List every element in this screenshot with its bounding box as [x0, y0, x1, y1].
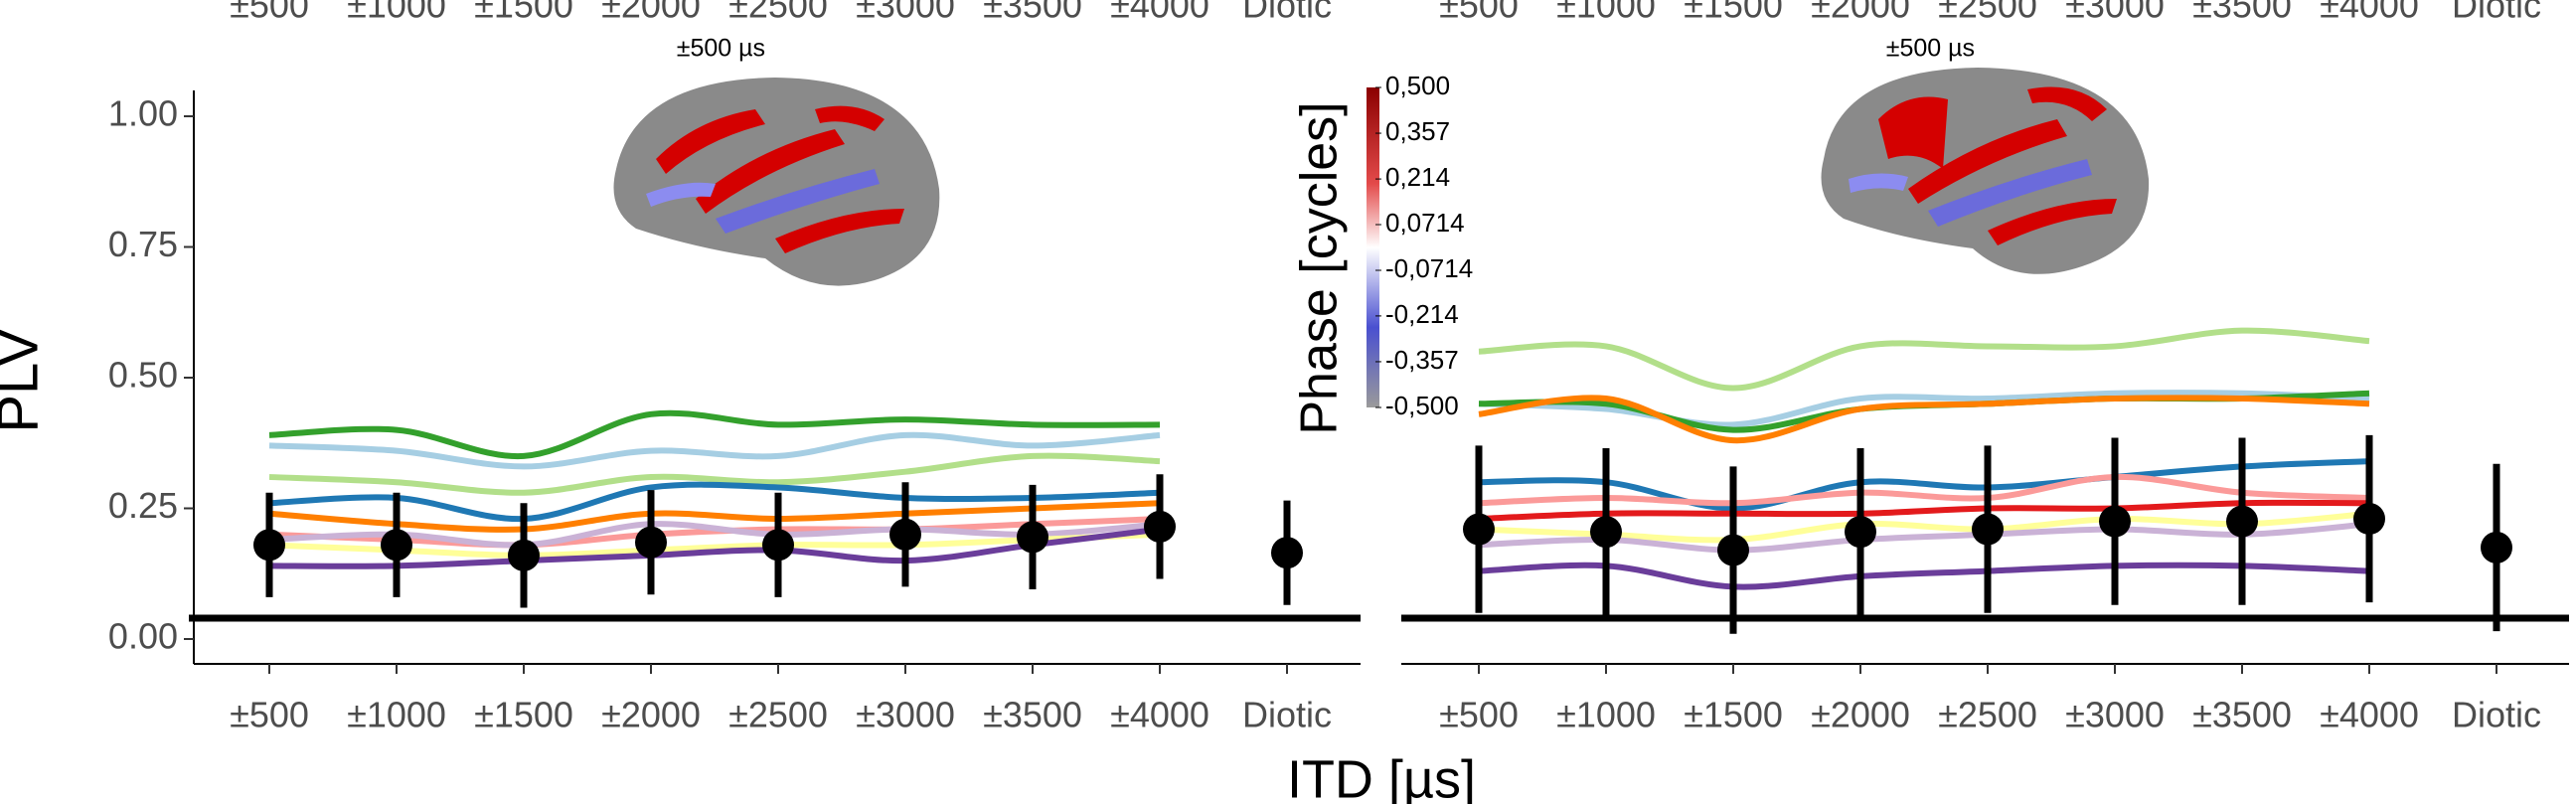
x-tick-label: ±1000 [1556, 695, 1656, 735]
mean-point [635, 526, 667, 559]
mean-point [1845, 516, 1876, 549]
x-tick-label-top: ±3000 [2065, 0, 2165, 26]
x-tick-label-top: ±4000 [2320, 0, 2419, 26]
colorbar-tick-label: -0,500 [1385, 391, 1459, 420]
x-tick-label-top: ±3500 [2192, 0, 2292, 26]
mean-point [762, 529, 794, 562]
colorbar-title: Phase [cycles] [1291, 101, 1349, 434]
series-line [1478, 390, 2370, 428]
x-tick-label-top: ±3500 [983, 0, 1082, 26]
x-axis-label: ITD [µs] [1287, 749, 1476, 804]
x-tick-label: ±1000 [347, 695, 446, 735]
x-tick-label: ±500 [1439, 695, 1519, 735]
mean-point [2099, 505, 2131, 538]
x-tick-label: ±4000 [2320, 695, 2419, 735]
y-axis-label: PLV [0, 328, 50, 433]
mean-point [1144, 510, 1176, 543]
colorbar [1367, 87, 1379, 407]
x-tick-label-top: ±2000 [601, 0, 701, 26]
brain-right [1821, 68, 2150, 274]
x-tick-label-top: ±2000 [1811, 0, 1910, 26]
series-line [268, 481, 1161, 523]
mean-point [1271, 537, 1303, 569]
mean-point [381, 529, 412, 562]
y-tick-label: 0.50 [108, 355, 178, 396]
colorbar-tick-label: 0,214 [1385, 162, 1450, 192]
x-tick-label: Diotic [2452, 695, 2541, 735]
mean-point [1717, 534, 1749, 566]
series-line [268, 452, 1161, 496]
mean-point [2353, 503, 2385, 536]
mean-point [1017, 521, 1048, 554]
y-tick-label: 0.75 [108, 224, 178, 264]
mean-point [2226, 505, 2258, 538]
x-tick-label-top: Diotic [1242, 0, 1332, 26]
annotation: ±500 µs [677, 35, 765, 63]
x-tick-label-top: ±2500 [1938, 0, 2037, 26]
y-tick-label: 1.00 [108, 93, 178, 134]
colorbar-tick-label: -0,357 [1385, 345, 1459, 375]
colorbar-tick-label: -0,0714 [1385, 253, 1473, 283]
series-line [1478, 521, 2370, 554]
x-tick-label: ±3000 [2065, 695, 2165, 735]
colorbar-tick-label: -0,214 [1385, 299, 1459, 329]
mean-point [253, 529, 285, 562]
x-tick-label-top: ±1000 [347, 0, 446, 26]
x-tick-label: ±1500 [1684, 695, 1783, 735]
mean-point [508, 539, 540, 571]
x-tick-label-top: ±500 [1439, 0, 1519, 26]
x-tick-label: ±4000 [1110, 695, 1209, 735]
x-tick-label-top: ±500 [230, 0, 309, 26]
mean-point [1590, 516, 1622, 549]
x-tick-label-top: ±2500 [728, 0, 828, 26]
y-tick-label: 0.25 [108, 485, 178, 526]
series-line [268, 431, 1161, 470]
mean-point [1463, 513, 1495, 546]
series-line [1478, 395, 2370, 444]
series-line [1478, 499, 2370, 523]
x-tick-label-top: ±1500 [474, 0, 573, 26]
series-line [268, 526, 1161, 569]
series-line [1478, 458, 2370, 512]
x-tick-label: ±2500 [1938, 695, 2037, 735]
x-tick-label: Diotic [1242, 695, 1332, 735]
mean-point [889, 518, 921, 551]
x-tick-label: ±3500 [2192, 695, 2292, 735]
x-tick-label: ±2000 [601, 695, 701, 735]
x-tick-label: ±2000 [1811, 695, 1910, 735]
x-tick-label-top: ±4000 [1110, 0, 1209, 26]
mean-point [1972, 513, 2004, 546]
series-line [268, 409, 1161, 460]
x-tick-label: ±1500 [474, 695, 573, 735]
brain-left [613, 78, 940, 286]
colorbar-tick-label: 0,357 [1385, 116, 1450, 146]
series-line [1478, 473, 2370, 507]
x-tick-label: ±3000 [856, 695, 955, 735]
y-tick-label: 0.00 [108, 616, 178, 657]
colorbar-tick-label: 0,500 [1385, 71, 1450, 100]
colorbar-tick-label: 0,0714 [1385, 208, 1465, 238]
x-tick-label-top: ±1000 [1556, 0, 1656, 26]
mean-point [2481, 531, 2512, 563]
x-tick-label-top: ±3000 [856, 0, 955, 26]
annotation: ±500 µs [1886, 35, 1975, 63]
series-line [1478, 562, 2370, 590]
x-tick-label-top: Diotic [2452, 0, 2541, 26]
x-tick-label: ±500 [230, 695, 309, 735]
series-line [268, 500, 1161, 533]
x-tick-label: ±3500 [983, 695, 1082, 735]
x-tick-label-top: ±1500 [1684, 0, 1783, 26]
series-line [1478, 327, 2370, 392]
x-tick-label: ±2500 [728, 695, 828, 735]
